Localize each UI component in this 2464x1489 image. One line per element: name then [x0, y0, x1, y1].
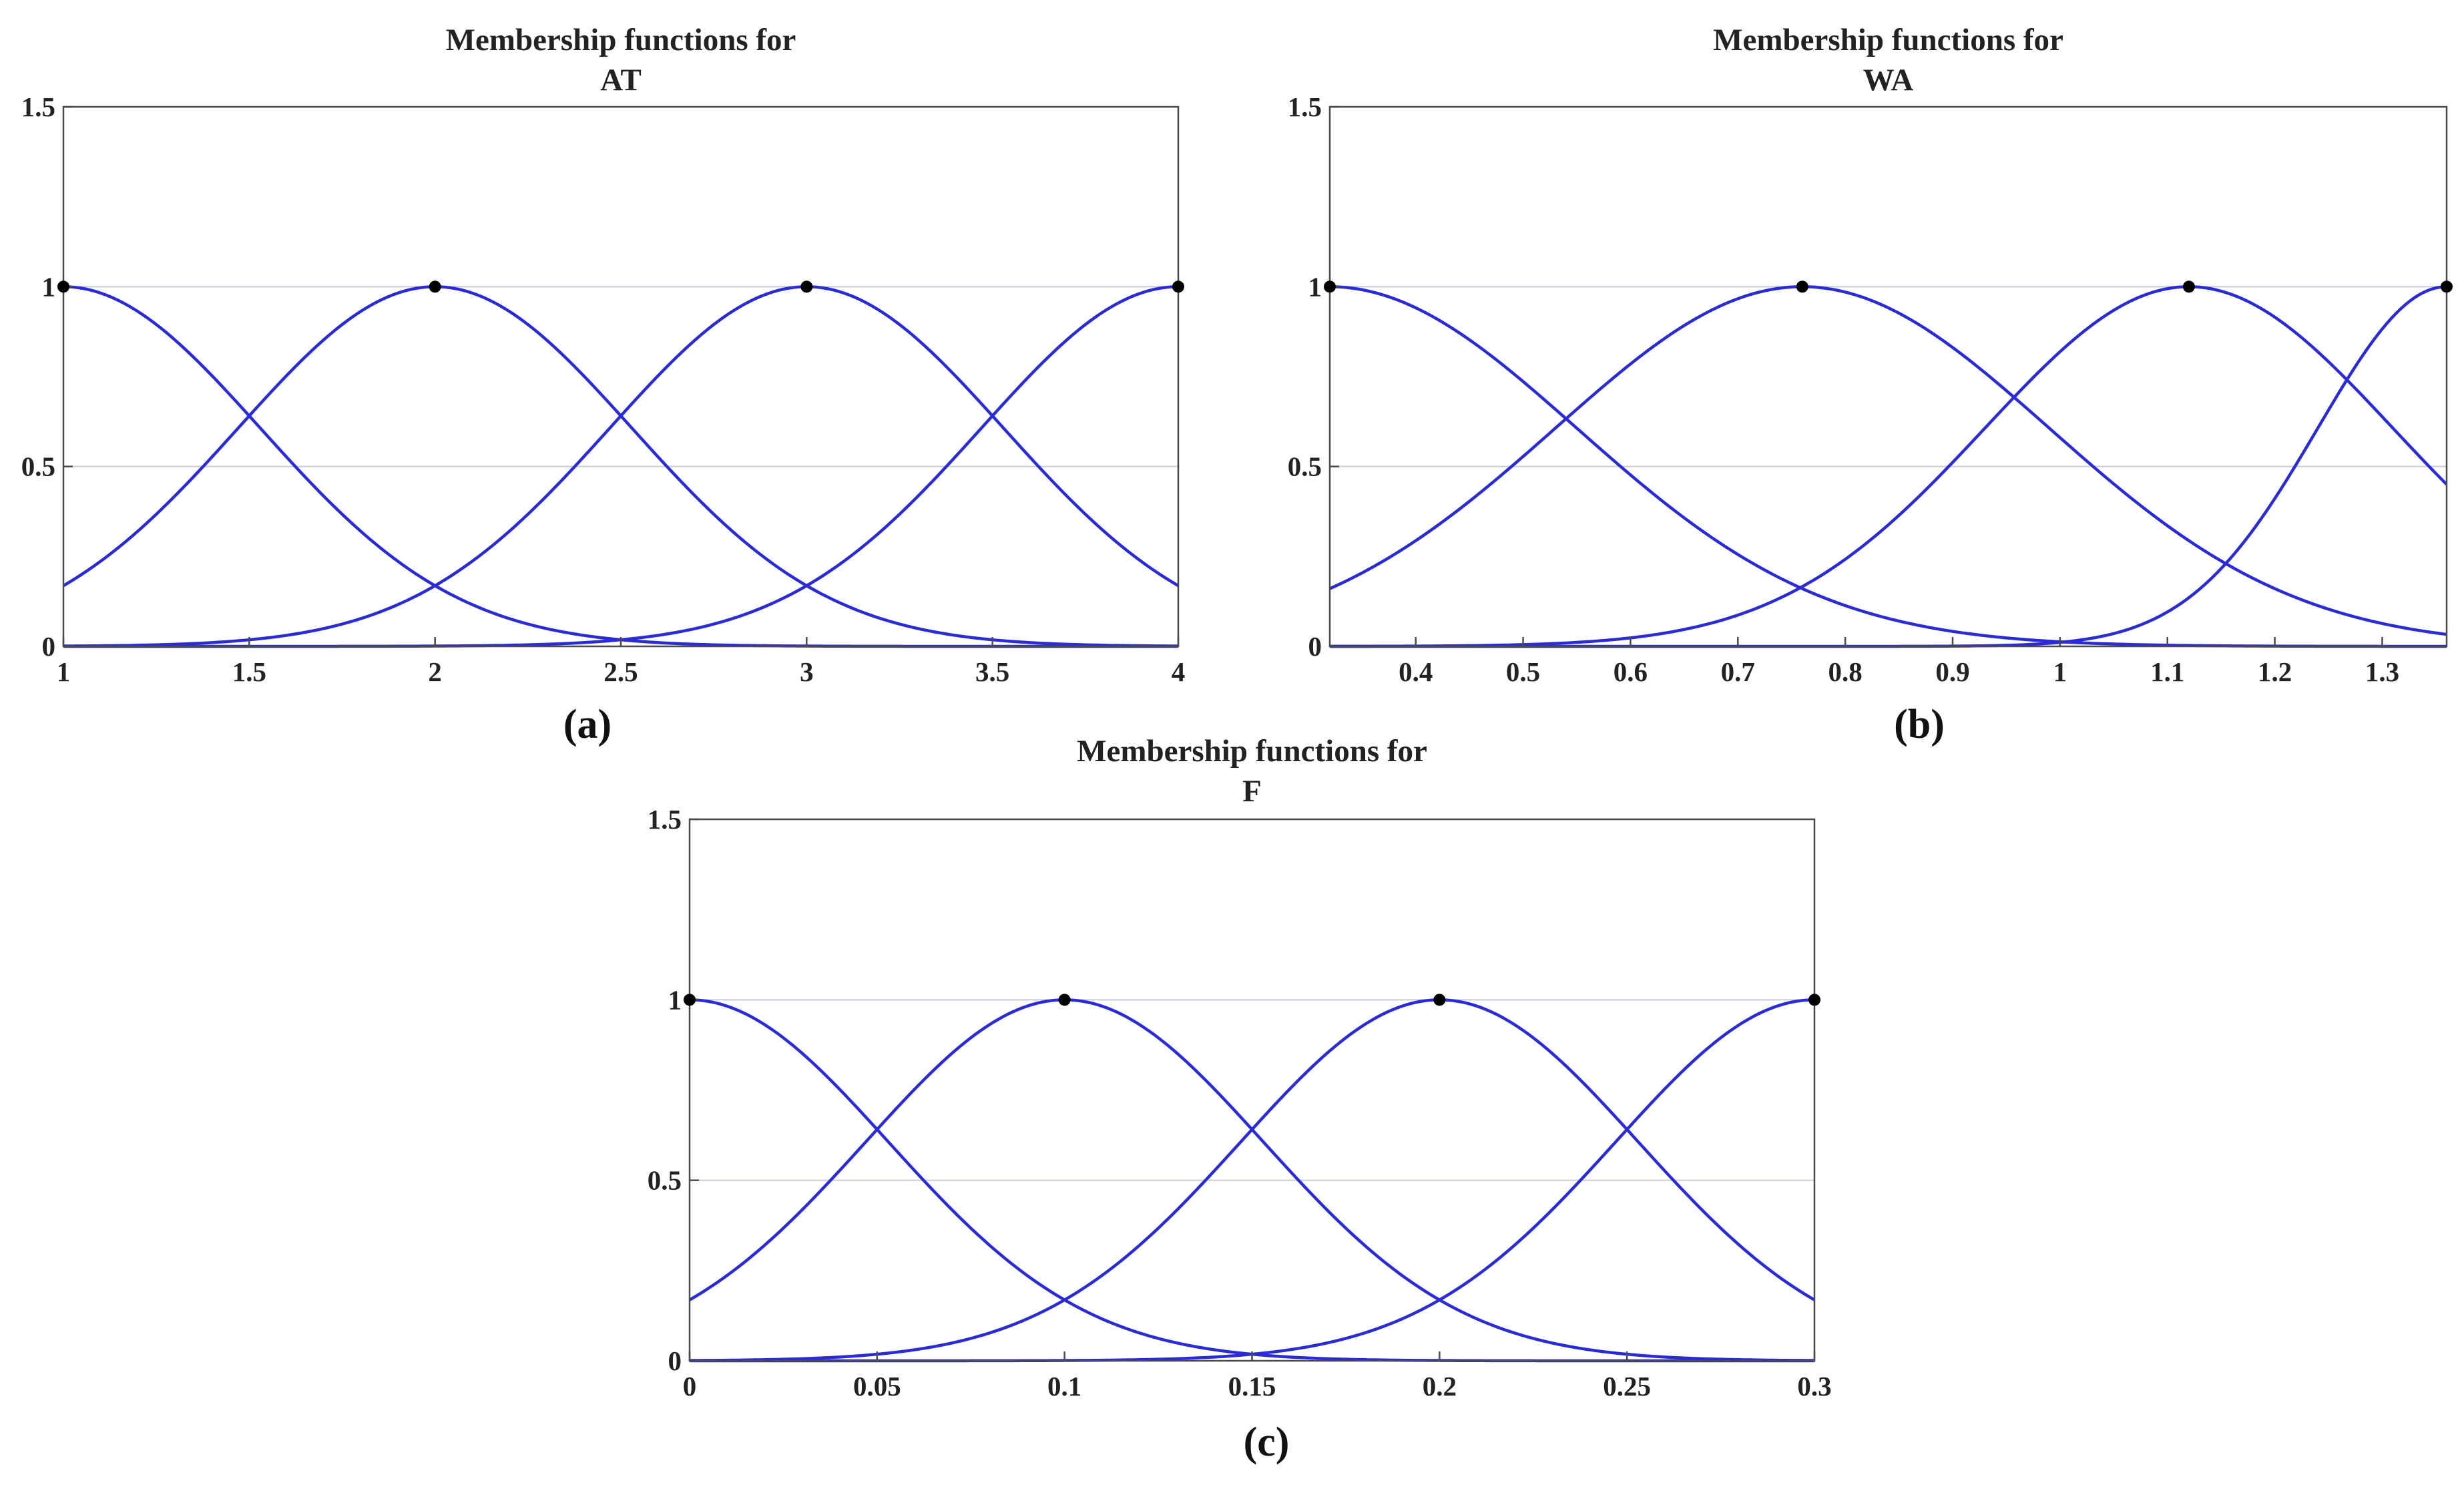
plot-frame-wa — [1328, 105, 2448, 648]
ytick-label-f-1: 0.5 — [648, 1165, 682, 1196]
ytick-label-wa-2: 1 — [1308, 271, 1322, 302]
chart-wa: 0 0.5 1 1.5 0.4 0.5 0.6 0.7 0.8 0.9 1 1.1 1.2 1.3 Memb… — [1288, 23, 2453, 747]
series-wa-2 — [1330, 285, 2448, 648]
marker-wa-3 — [2441, 280, 2453, 293]
marker-at-3 — [1172, 280, 1184, 293]
ytick-label-f-2: 1 — [668, 984, 682, 1015]
ytick-label-at-0: 0 — [42, 631, 56, 662]
ytick-label-at-2: 1 — [42, 271, 56, 302]
caption-wa: (b) — [1894, 702, 1945, 747]
chart-title-at-line-0: Membership functions for — [446, 23, 796, 57]
xtick-label-wa-2: 0.6 — [1614, 656, 1648, 687]
xtick-label-wa-4: 0.8 — [1828, 656, 1863, 687]
xtick-label-at-0: 1 — [57, 656, 71, 687]
xtick-label-f-0: 0 — [683, 1371, 697, 1402]
plot-frame-at — [62, 105, 1180, 648]
xtick-label-at-6: 4 — [1172, 656, 1186, 687]
caption-at: (a) — [563, 702, 611, 747]
chart-title-at-line-1: AT — [600, 63, 642, 97]
ytick-label-at-3: 1.5 — [21, 91, 55, 122]
ytick-label-at-1: 0.5 — [21, 451, 55, 482]
xtick-label-f-5: 0.25 — [1603, 1371, 1651, 1402]
marker-f-2 — [1433, 994, 1446, 1006]
marker-f-3 — [1808, 994, 1820, 1006]
ytick-label-wa-0: 0 — [1308, 631, 1322, 662]
xtick-label-at-2: 2 — [428, 656, 442, 687]
ytick-label-f-0: 0 — [668, 1345, 682, 1376]
marker-f-0 — [684, 994, 696, 1006]
marker-at-1 — [429, 280, 441, 293]
series-wa-1 — [1329, 285, 2447, 636]
xtick-label-wa-3: 0.7 — [1721, 656, 1755, 687]
xtick-label-wa-1: 0.5 — [1506, 656, 1540, 687]
xtick-label-wa-7: 1.1 — [2150, 656, 2184, 687]
xtick-label-wa-8: 1.2 — [2258, 656, 2292, 687]
chart-title-wa-line-1: WA — [1863, 63, 1914, 97]
xtick-label-f-2: 0.1 — [1047, 1371, 1081, 1402]
marker-at-0 — [57, 280, 69, 293]
chart-title-wa-line-0: Membership functions for — [1713, 23, 2063, 57]
marker-wa-2 — [2182, 280, 2195, 293]
xtick-label-wa-9: 1.3 — [2365, 656, 2399, 687]
xtick-label-f-4: 0.2 — [1423, 1371, 1457, 1402]
chart-title-f-line-0: Membership functions for — [1077, 734, 1427, 769]
xtick-label-at-5: 3.5 — [975, 656, 1009, 687]
marker-f-1 — [1058, 994, 1071, 1006]
marker-wa-0 — [1324, 280, 1336, 293]
caption-f: (c) — [1244, 1420, 1290, 1465]
plot-frame-f — [688, 818, 1816, 1362]
chart-title-f-line-1: F — [1242, 774, 1262, 809]
xtick-label-at-4: 3 — [800, 656, 814, 687]
ytick-label-wa-3: 1.5 — [1288, 91, 1322, 122]
marker-at-2 — [800, 280, 813, 293]
marker-wa-1 — [1796, 280, 1808, 293]
xtick-label-f-1: 0.05 — [853, 1371, 901, 1402]
ytick-label-f-3: 1.5 — [648, 804, 682, 835]
xtick-label-wa-6: 1 — [2053, 656, 2067, 687]
xtick-label-f-3: 0.15 — [1228, 1371, 1276, 1402]
chart-at: 0 0.5 1 1.5 1 1.5 2 2.5 3 3.5 4 Membership function… — [21, 23, 1186, 747]
chart-f: 0 0.5 1 1.5 0 0.05 0.1 0.15 0.2 0.25 0.3 Membership… — [648, 734, 1832, 1465]
xtick-label-at-3: 2.5 — [603, 656, 638, 687]
xtick-label-wa-0: 0.4 — [1399, 656, 1433, 687]
xtick-label-wa-5: 0.9 — [1935, 656, 1969, 687]
xtick-label-f-6: 0.3 — [1797, 1371, 1831, 1402]
ytick-label-wa-1: 0.5 — [1288, 451, 1322, 482]
xtick-label-at-1: 1.5 — [232, 656, 266, 687]
